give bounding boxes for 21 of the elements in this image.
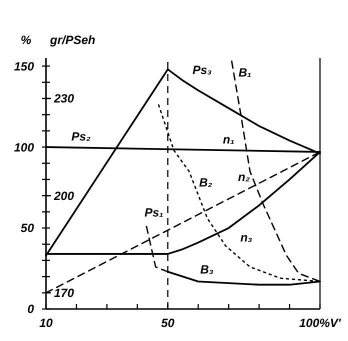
x-tick-label: 10	[39, 316, 53, 330]
x-tick-label: 50	[161, 316, 175, 330]
series-label: B₂	[199, 175, 213, 190]
y2-tick-label: 230	[53, 92, 74, 106]
y-tick-label: 50	[20, 221, 34, 236]
y2-tick-label: 200	[53, 188, 74, 203]
series-label: n₃	[240, 230, 253, 244]
y2-axis-title: gr/PSeh	[49, 33, 96, 47]
series-label: Ps₂	[71, 130, 92, 144]
y2-tick-label: 170	[54, 286, 74, 300]
y-tick-label: 0	[27, 302, 34, 316]
series-label: n₂	[238, 170, 250, 184]
y-tick-label: 150	[14, 59, 34, 74]
y-tick-label: 100	[14, 140, 34, 154]
x-tick-label: 100%V'	[299, 316, 342, 330]
series-label: Ps₃	[192, 63, 212, 78]
series-label: B₁	[238, 66, 252, 80]
series-label: Ps₁	[144, 205, 164, 220]
annotation: n₁	[222, 132, 234, 146]
y-axis-title: %	[20, 33, 32, 47]
series-label: B₃	[200, 262, 214, 276]
